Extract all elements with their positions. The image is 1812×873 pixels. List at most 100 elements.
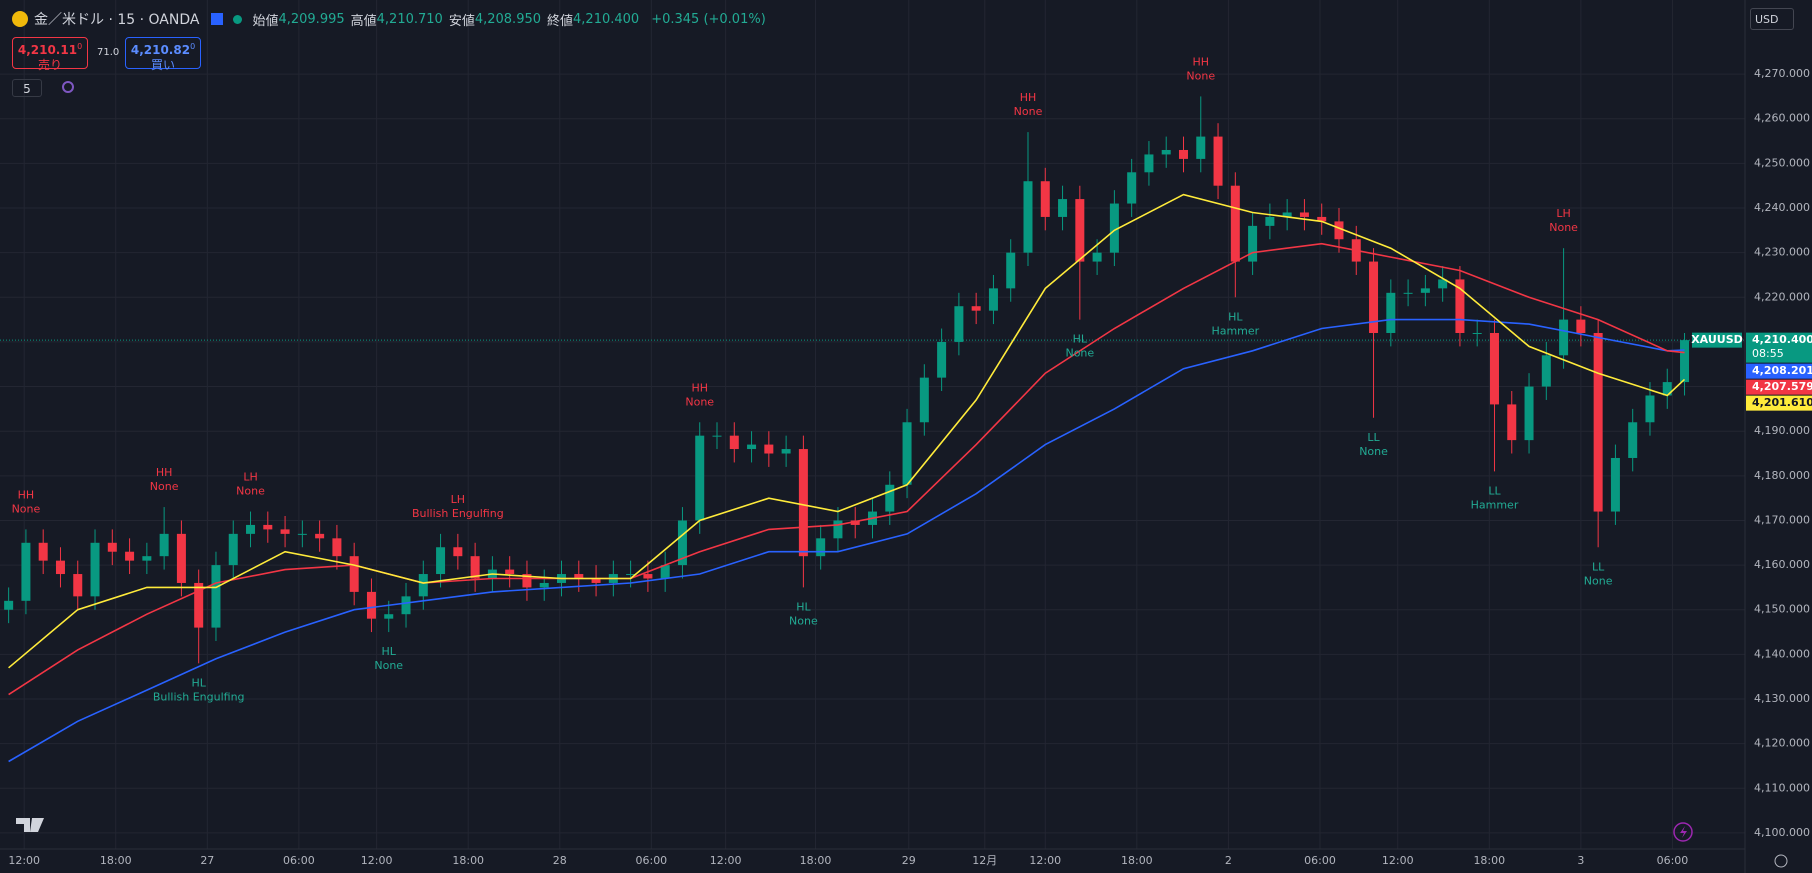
pivot-pattern: None bbox=[1065, 347, 1094, 360]
x-tick-label: 12月 bbox=[972, 854, 997, 867]
candle-body bbox=[591, 578, 601, 583]
sell-button[interactable]: 4,210.110 売り bbox=[12, 37, 88, 72]
sell-price-sup: 0 bbox=[77, 42, 83, 51]
pivot-label: HL bbox=[796, 600, 811, 613]
symbol-tag-label: XAUUSD bbox=[1691, 333, 1743, 346]
candle-body bbox=[1645, 395, 1655, 423]
candle-body bbox=[1559, 319, 1569, 356]
candle-body bbox=[159, 533, 169, 557]
x-tick-label: 2 bbox=[1225, 854, 1232, 867]
candle-body bbox=[677, 520, 687, 566]
pivot-label: HL bbox=[191, 676, 206, 689]
price-label: 4,201.610 bbox=[1752, 396, 1812, 409]
countdown: 08:55 bbox=[1752, 347, 1784, 360]
y-tick-label: 4,160.000 bbox=[1754, 558, 1810, 571]
y-tick-label: 4,180.000 bbox=[1754, 469, 1810, 482]
candle-body bbox=[1334, 221, 1344, 240]
candle-body bbox=[1161, 149, 1171, 155]
currency-select[interactable]: USD bbox=[1750, 8, 1794, 30]
candle-body bbox=[937, 341, 947, 378]
y-tick-label: 4,110.000 bbox=[1754, 781, 1810, 794]
y-tick-label: 4,190.000 bbox=[1754, 424, 1810, 437]
pivot-pattern: None bbox=[1186, 69, 1215, 82]
candle-body bbox=[954, 306, 964, 342]
candle-body bbox=[470, 556, 480, 579]
candle-body bbox=[833, 520, 843, 539]
price-label: 4,208.201 bbox=[1752, 364, 1812, 377]
candle-body bbox=[1178, 149, 1188, 159]
moving-average bbox=[8, 242, 1685, 696]
candle-body bbox=[297, 533, 307, 535]
ohlc-name: 高値 bbox=[350, 13, 377, 29]
candle-body bbox=[695, 435, 705, 521]
pivot-pattern: None bbox=[12, 502, 41, 515]
candle-body bbox=[1524, 386, 1534, 441]
buy-button[interactable]: 4,210.820 買い bbox=[125, 37, 201, 72]
candle-body bbox=[1576, 319, 1586, 333]
candle-body bbox=[902, 422, 912, 485]
indicator-count[interactable]: 5 bbox=[12, 79, 42, 97]
candle-body bbox=[125, 551, 135, 561]
y-tick-label: 4,130.000 bbox=[1754, 692, 1810, 705]
candle-body bbox=[211, 565, 221, 628]
candle-body bbox=[574, 574, 584, 579]
candle-body bbox=[176, 533, 186, 583]
pivot-pattern: Bullish Engulfing bbox=[153, 690, 245, 703]
candle-body bbox=[263, 524, 273, 530]
x-tick-label: 27 bbox=[200, 854, 214, 867]
candle-body bbox=[781, 449, 791, 454]
candle-body bbox=[366, 591, 376, 619]
candle-body bbox=[1282, 212, 1292, 217]
candle-body bbox=[107, 542, 117, 552]
candle-body bbox=[1593, 332, 1603, 512]
ohlc-value: 4,210.400 bbox=[573, 11, 640, 27]
candle-body bbox=[436, 547, 446, 575]
pivot-label: LH bbox=[1556, 207, 1570, 220]
candle-body bbox=[142, 556, 152, 561]
pivot-pattern: None bbox=[1584, 574, 1613, 587]
currency: USD bbox=[1755, 13, 1779, 26]
pivot-label: HL bbox=[1073, 333, 1088, 346]
sync-icon[interactable] bbox=[62, 81, 74, 93]
indicator-count-value: 5 bbox=[23, 82, 31, 96]
x-tick-label: 12:00 bbox=[361, 854, 393, 867]
candle-body bbox=[55, 560, 65, 575]
candle-body bbox=[349, 556, 359, 592]
price-label: 4,207.579 bbox=[1752, 380, 1812, 393]
buy-price: 4,210.82 bbox=[130, 43, 191, 57]
candle-body bbox=[1248, 225, 1258, 262]
x-tick-label: 18:00 bbox=[800, 854, 832, 867]
moving-average bbox=[8, 318, 1685, 763]
candle-body bbox=[798, 449, 808, 557]
x-tick-label: 29 bbox=[902, 854, 916, 867]
pivot-label: LL bbox=[1488, 484, 1501, 497]
candle-body bbox=[522, 574, 532, 588]
candle-body bbox=[1023, 181, 1033, 253]
candle-body bbox=[1196, 136, 1206, 159]
candle-body bbox=[418, 574, 428, 597]
candle-body bbox=[505, 569, 515, 575]
candle-body bbox=[643, 574, 653, 579]
candle-body bbox=[816, 538, 826, 557]
spread: 71.0 bbox=[97, 47, 120, 58]
candle-body bbox=[988, 288, 998, 311]
change: +0.345 (+0.01%) bbox=[651, 11, 766, 27]
pivot-pattern: None bbox=[1014, 105, 1043, 118]
candle-body bbox=[1230, 185, 1240, 262]
candle-body bbox=[1213, 136, 1223, 186]
sell-price: 4,210.11 bbox=[17, 43, 78, 57]
flag-icon[interactable] bbox=[211, 13, 224, 25]
candle-body bbox=[1369, 261, 1379, 333]
symbol-tag bbox=[1692, 332, 1742, 348]
flash-icon[interactable] bbox=[1673, 822, 1693, 842]
ohlc-value: 4,208.950 bbox=[474, 11, 542, 27]
candle-body bbox=[401, 596, 411, 615]
y-tick-label: 4,150.000 bbox=[1754, 603, 1810, 616]
candle-body bbox=[1127, 172, 1137, 204]
price-label-box bbox=[1746, 363, 1812, 379]
candle-body bbox=[228, 533, 238, 566]
settings-icon[interactable] bbox=[1774, 854, 1788, 868]
symbol-title[interactable]: 金／米ドル · 15 · OANDA bbox=[34, 12, 200, 28]
market-status bbox=[233, 14, 243, 24]
